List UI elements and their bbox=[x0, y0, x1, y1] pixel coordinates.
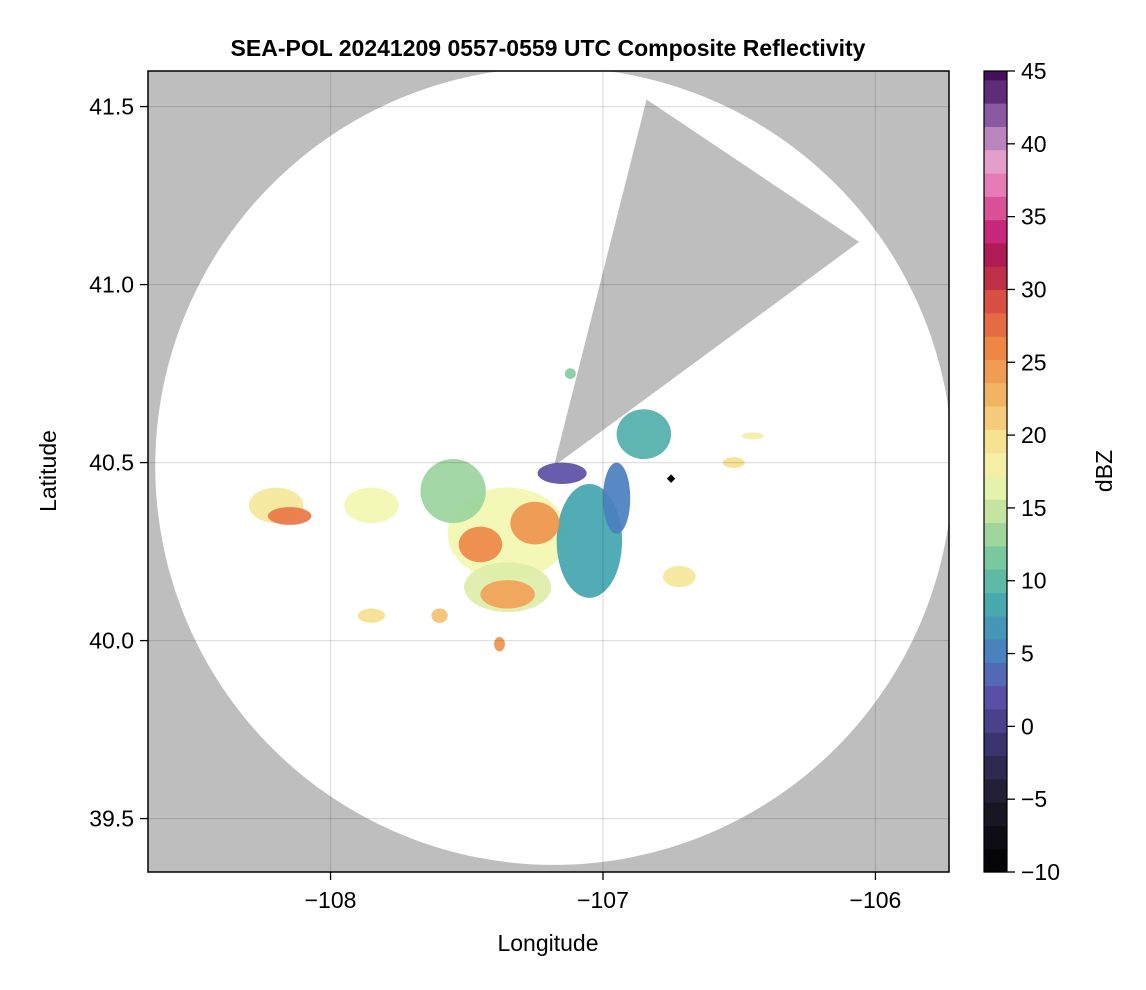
colorbar-segment bbox=[984, 685, 1007, 710]
colorbar-tick-label: 30 bbox=[1021, 276, 1047, 302]
colorbar-segment bbox=[984, 242, 1007, 267]
colorbar-segment bbox=[984, 405, 1007, 430]
colorbar-segment bbox=[984, 103, 1007, 127]
y-axis-ticks: 39.5 40.0 40.5 41.0 41.5 bbox=[89, 94, 148, 832]
colorbar-segment bbox=[984, 336, 1007, 360]
colorbar-segment bbox=[984, 312, 1007, 337]
colorbar-label: dBZ bbox=[1091, 450, 1117, 492]
colorbar-segment bbox=[984, 382, 1007, 407]
colorbar-segment bbox=[984, 522, 1007, 547]
colorbar-tick-label: 25 bbox=[1021, 349, 1047, 375]
colorbar-tick-label: 45 bbox=[1021, 58, 1047, 84]
site-marker bbox=[666, 474, 676, 483]
echo-region bbox=[458, 526, 503, 563]
colorbar-segment bbox=[984, 475, 1007, 500]
colorbar-segment bbox=[984, 429, 1007, 454]
colorbar-segment bbox=[984, 708, 1007, 733]
colorbar-segment bbox=[984, 266, 1007, 291]
echo-region bbox=[741, 432, 764, 440]
x-tick-label: −107 bbox=[577, 887, 629, 913]
colorbar-segment bbox=[984, 172, 1007, 197]
colorbar-tick-label: 40 bbox=[1021, 131, 1047, 157]
colorbar-segment bbox=[984, 615, 1007, 640]
colorbar-segment bbox=[984, 219, 1007, 244]
colorbar-segment bbox=[984, 662, 1007, 687]
x-axis-label: Longitude bbox=[497, 930, 598, 956]
plot-frame bbox=[147, 70, 950, 873]
echo-region bbox=[494, 637, 505, 652]
echo-region bbox=[357, 608, 386, 623]
chart-title: SEA-POL 20241209 0557-0559 UTC Composite… bbox=[231, 35, 866, 61]
colorbar-segment bbox=[984, 732, 1007, 757]
colorbar-segment bbox=[984, 848, 1007, 873]
echo-region bbox=[722, 457, 745, 468]
echo-region bbox=[616, 409, 672, 460]
x-tick-label: −108 bbox=[305, 887, 357, 913]
echo-region bbox=[510, 501, 560, 545]
colorbar-segment bbox=[984, 126, 1007, 151]
echo-region bbox=[344, 487, 399, 524]
colorbar bbox=[984, 71, 1007, 873]
colorbar-segment bbox=[984, 569, 1007, 593]
echo-region bbox=[662, 565, 696, 588]
echo-region bbox=[420, 459, 486, 524]
y-tick-label: 41.0 bbox=[89, 272, 134, 298]
echo-region bbox=[564, 368, 576, 379]
colorbar-segment bbox=[984, 825, 1007, 850]
colorbar-frame bbox=[983, 70, 1008, 873]
colorbar-tick-label: 20 bbox=[1021, 422, 1047, 448]
colorbar-segment bbox=[984, 592, 1007, 617]
colorbar-segment bbox=[984, 499, 1007, 524]
echo-region bbox=[267, 507, 312, 525]
colorbar-segment bbox=[984, 638, 1007, 663]
x-axis-ticks: −108 −107 −106 bbox=[305, 872, 902, 913]
colorbar-tick-label: 0 bbox=[1021, 713, 1034, 739]
reflectivity-echoes bbox=[248, 368, 764, 652]
echo-region bbox=[602, 462, 631, 534]
colorbar-segment bbox=[984, 196, 1007, 221]
colorbar-ticks: −10 −5 0 5 10 15 20 25 30 35 40 45 bbox=[1007, 58, 1060, 885]
plot-area bbox=[148, 71, 949, 872]
colorbar-segment bbox=[984, 149, 1007, 174]
colorbar-tick-label: 15 bbox=[1021, 495, 1047, 521]
colorbar-segment bbox=[984, 79, 1007, 104]
colorbar-tick-label: −5 bbox=[1021, 786, 1047, 812]
colorbar-segment bbox=[984, 71, 1007, 81]
grid-lines bbox=[148, 71, 949, 872]
y-tick-label: 41.5 bbox=[89, 94, 134, 120]
y-tick-label: 40.0 bbox=[89, 628, 134, 654]
colorbar-segment bbox=[984, 545, 1007, 570]
y-axis-label: Latitude bbox=[35, 430, 61, 512]
colorbar-tick-label: 5 bbox=[1021, 641, 1034, 667]
echo-region bbox=[537, 462, 587, 484]
colorbar-segment bbox=[984, 778, 1007, 803]
colorbar-tick-label: 35 bbox=[1021, 204, 1047, 230]
y-tick-label: 39.5 bbox=[89, 806, 134, 832]
colorbar-segment bbox=[984, 755, 1007, 780]
colorbar-tick-label: 10 bbox=[1021, 568, 1047, 594]
colorbar-segment bbox=[984, 359, 1007, 384]
colorbar-tick-label: −10 bbox=[1021, 859, 1060, 885]
colorbar-segment bbox=[984, 452, 1007, 477]
echo-region bbox=[431, 608, 448, 623]
echo-region bbox=[480, 580, 535, 609]
y-tick-label: 40.5 bbox=[89, 450, 134, 476]
x-tick-label: −106 bbox=[850, 887, 902, 913]
colorbar-segment bbox=[984, 802, 1007, 826]
colorbar-segment bbox=[984, 289, 1007, 314]
blocked-sector bbox=[553, 99, 860, 467]
